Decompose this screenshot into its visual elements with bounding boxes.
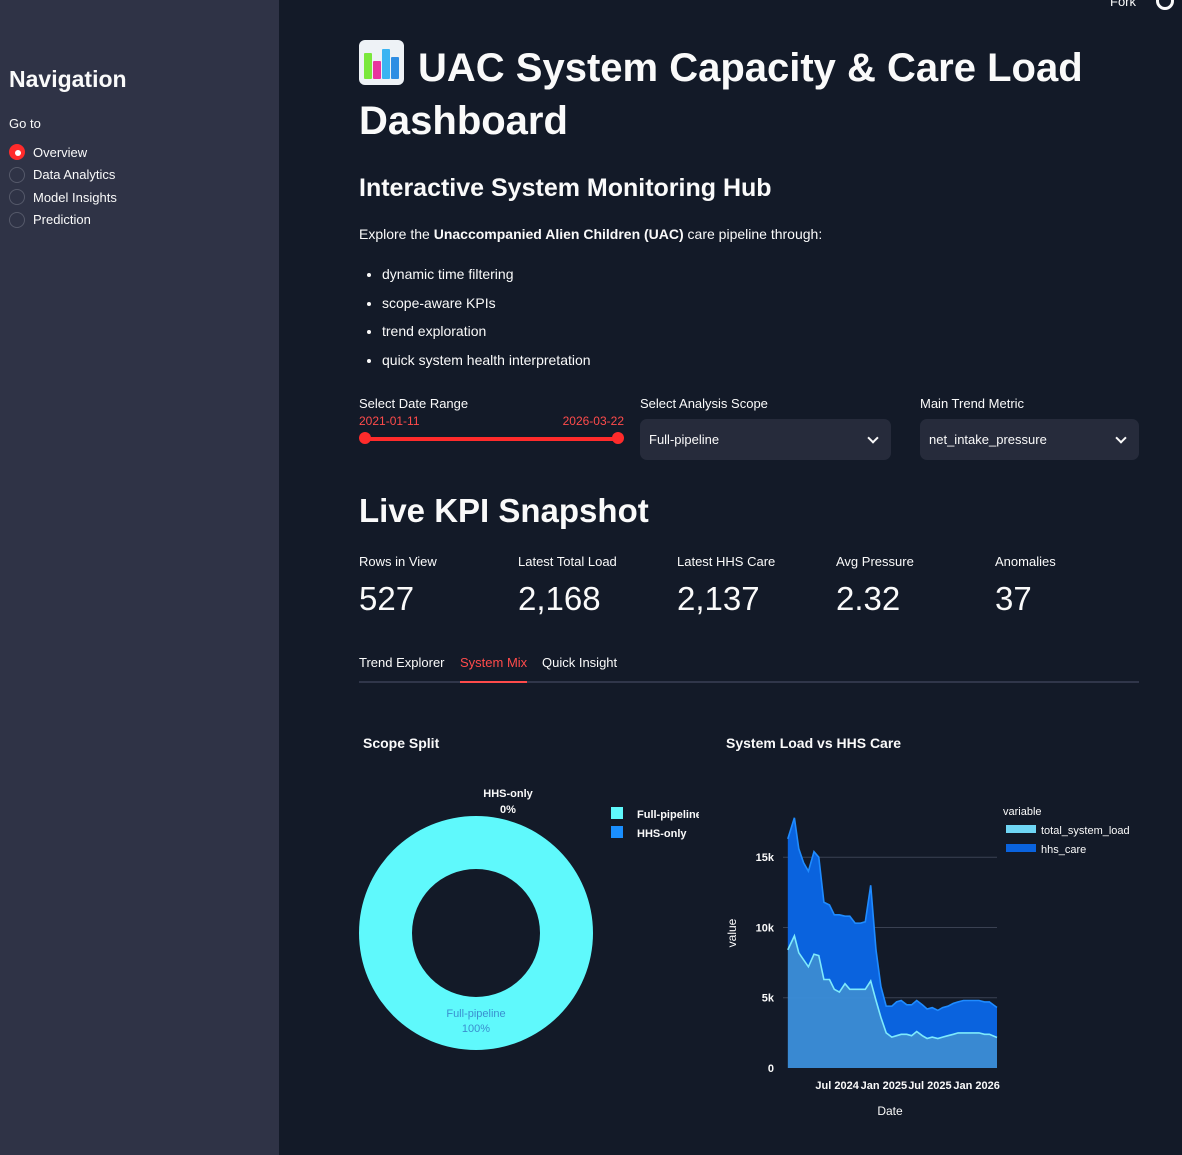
radio-checked-icon[interactable]	[9, 144, 25, 161]
sidebar-title: Navigation	[9, 66, 127, 92]
nav-item-label: Overview	[33, 144, 88, 160]
sidebar: Navigation Go to Overview Data Analytics…	[0, 0, 279, 1155]
intro-text: Explore the Unaccompanied Alien Children…	[359, 226, 822, 242]
metric-value: 527	[359, 580, 415, 617]
tab-bar: Trend Explorer System Mix Quick Insight	[359, 652, 1139, 683]
line-hhs-care[interactable]	[787, 817, 998, 1012]
chevron-down-icon	[1115, 432, 1127, 444]
pie-slice-full-pipeline[interactable]	[359, 816, 593, 1050]
radio-unchecked-icon[interactable]	[9, 166, 25, 183]
intro-bold: Unaccompanied Alien Children (UAC)	[433, 226, 684, 242]
subheader: Interactive System Monitoring Hub	[359, 174, 772, 202]
legend-label-total-system-load[interactable]: total_system_load	[1041, 825, 1130, 837]
slider-end-thumb[interactable]	[612, 432, 624, 444]
nav-radio-group: Overview Data Analytics Model Insights P…	[9, 141, 117, 231]
y-tick-label: 10k	[756, 922, 775, 934]
nav-item-overview[interactable]: Overview	[9, 141, 117, 164]
goto-label: Go to	[9, 116, 41, 131]
page-title-text: UAC System Capacity & Care Load Dashboar…	[359, 46, 1083, 143]
bar-chart-icon	[359, 40, 404, 85]
legend-label-hhs-only[interactable]: HHS-only	[637, 828, 687, 840]
tab-trend-explorer[interactable]: Trend Explorer	[359, 655, 445, 670]
pie-label-full-pipeline: Full-pipeline	[446, 1008, 505, 1020]
legend-swatch-hhs-only[interactable]	[611, 826, 623, 838]
x-tick-label: Jul 2024	[815, 1080, 859, 1092]
metric-label: Latest HHS Care	[677, 554, 776, 569]
legend-label-full-pipeline[interactable]: Full-pipeline	[637, 809, 699, 821]
radio-unchecked-icon[interactable]	[9, 189, 25, 206]
metric-anomalies: Anomalies 37	[995, 554, 1056, 618]
metric-latest-hhs-care: Latest HHS Care 2,137	[677, 554, 775, 618]
metric-latest-total-load: Latest Total Load 2,168	[518, 554, 617, 618]
metric-value: 2.32	[836, 580, 901, 617]
pie-label-hhs-only: HHS-only	[483, 788, 533, 800]
date-range-label: Select Date Range	[359, 396, 469, 411]
legend-swatch-total-system-load[interactable]	[1006, 825, 1036, 833]
metric-value: 37	[995, 580, 1032, 617]
list-item: trend exploration	[382, 323, 591, 352]
chevron-down-icon	[867, 432, 879, 444]
legend-title: variable	[1003, 806, 1042, 818]
list-item: scope-aware KPIs	[382, 295, 591, 324]
load-chart-title: System Load vs HHS Care	[726, 735, 902, 751]
metric-value: 2,168	[518, 580, 601, 617]
legend-swatch-full-pipeline[interactable]	[611, 807, 623, 819]
y-axis-label: value	[725, 918, 739, 947]
metric-label: Avg Pressure	[836, 554, 914, 569]
x-axis-label: Date	[877, 1104, 903, 1118]
nav-item-label: Data Analytics	[33, 167, 116, 183]
metric-select[interactable]: net_intake_pressure	[920, 419, 1139, 460]
slider-end-value: 2026-03-22	[562, 414, 624, 428]
nav-item-model-insights[interactable]: Model Insights	[9, 186, 117, 209]
tab-quick-insight[interactable]: Quick Insight	[542, 655, 618, 670]
nav-item-label: Model Insights	[33, 189, 117, 205]
metric-value: 2,137	[677, 580, 760, 617]
metric-label: Rows in View	[359, 554, 437, 569]
tab-system-mix[interactable]: System Mix	[460, 655, 528, 683]
intro-prefix: Explore the	[359, 226, 434, 242]
area-hhs-care[interactable]	[787, 817, 997, 1039]
scope-select[interactable]: Full-pipeline	[640, 419, 891, 460]
load-vs-care-chart: 0 5k 10k 15k Jul 2024 Jan 2025 Jul 2025 Jan 20…	[725, 806, 1130, 1118]
metric-label: Anomalies	[995, 554, 1056, 569]
x-tick-label: Jul 2025	[908, 1080, 951, 1092]
scope-label: Select Analysis Scope	[640, 396, 768, 411]
nav-item-label: Prediction	[33, 212, 91, 228]
slider-start-value: 2021-01-11	[359, 414, 420, 428]
y-tick-label: 15k	[756, 852, 775, 864]
x-tick-label: Jan 2026	[953, 1080, 999, 1092]
top-toolbar: Fork	[1110, 0, 1182, 10]
metric-rows-in-view: Rows in View 527	[359, 554, 437, 618]
intro-suffix: care pipeline through:	[683, 226, 823, 242]
slider-start-thumb[interactable]	[359, 432, 371, 444]
scope-split-chart: HHS-only 0% Full-pipeline 100% Full-pipe…	[359, 788, 699, 1050]
x-tick-label: Jan 2025	[861, 1080, 907, 1092]
page-title: UAC System Capacity & Care Load Dashboar…	[359, 40, 1139, 148]
line-total-system-load[interactable]	[787, 933, 998, 1040]
legend-label-hhs-care[interactable]: hhs_care	[1041, 844, 1086, 856]
fork-button[interactable]: Fork	[1110, 0, 1136, 9]
metric-select-value: net_intake_pressure	[929, 432, 1047, 447]
y-tick-label: 5k	[762, 993, 775, 1005]
github-icon[interactable]	[1156, 0, 1174, 10]
pie-pct-full-pipeline: 100%	[462, 1023, 490, 1035]
metric-label: Main Trend Metric	[920, 396, 1025, 411]
kpi-header: Live KPI Snapshot	[359, 492, 649, 529]
pie-pct-hhs-only: 0%	[500, 804, 516, 816]
metric-avg-pressure: Avg Pressure 2.32	[836, 554, 914, 618]
nav-item-prediction[interactable]: Prediction	[9, 209, 117, 232]
nav-item-data-analytics[interactable]: Data Analytics	[9, 164, 117, 187]
feature-list: dynamic time filtering scope-aware KPIs …	[382, 266, 591, 381]
date-range-slider[interactable]: 2021-01-11 2026-03-22	[359, 414, 624, 454]
list-item: quick system health interpretation	[382, 352, 591, 381]
y-tick-label: 0	[768, 1063, 774, 1075]
area-total-system-load[interactable]	[787, 935, 997, 1068]
metric-label: Latest Total Load	[518, 554, 617, 569]
list-item: dynamic time filtering	[382, 266, 591, 295]
radio-unchecked-icon[interactable]	[9, 211, 25, 228]
slider-track[interactable]	[365, 437, 618, 441]
scope-select-value: Full-pipeline	[649, 432, 720, 447]
legend-swatch-hhs-care[interactable]	[1006, 844, 1036, 852]
scope-split-title: Scope Split	[363, 735, 440, 751]
